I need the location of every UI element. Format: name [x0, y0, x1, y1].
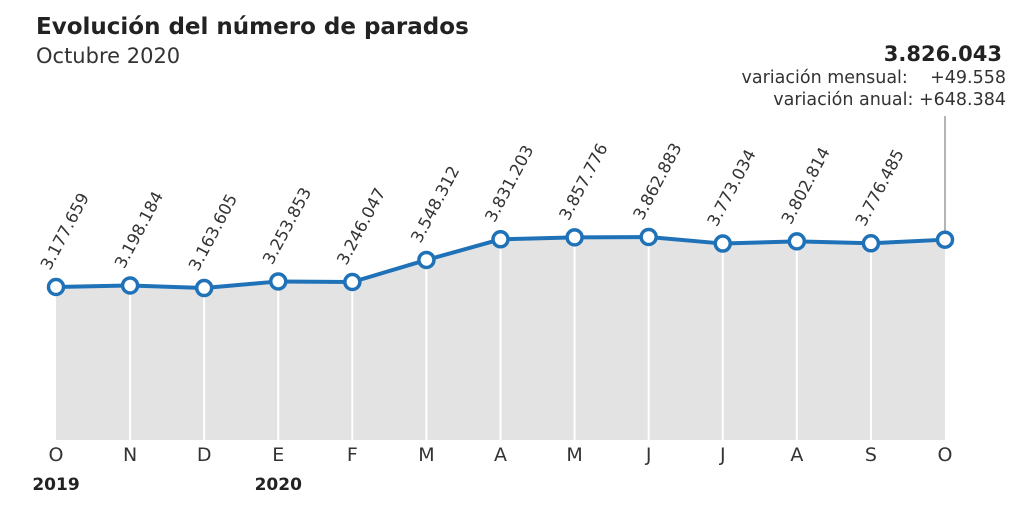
- x-tick-label: E: [272, 444, 284, 466]
- monthly-variation-value: +49.558: [930, 68, 1006, 88]
- data-point: [46, 277, 66, 297]
- x-tick-label: F: [347, 444, 358, 466]
- data-point: [269, 272, 288, 291]
- x-tick-label: O: [938, 444, 953, 466]
- x-tick-label: O: [49, 444, 64, 466]
- annual-variation: variación anual: +648.384: [773, 90, 1006, 110]
- x-tick-label: A: [494, 444, 507, 466]
- data-label: 3.773.034: [704, 146, 760, 229]
- data-point: [713, 234, 732, 253]
- x-tick-label: J: [645, 444, 652, 466]
- year-label: 2020: [255, 475, 302, 495]
- annual-variation-value: +648.384: [918, 90, 1006, 110]
- data-point: [565, 228, 584, 247]
- chart-subtitle: Octubre 2020: [36, 44, 181, 68]
- monthly-variation-label: variación mensual:: [741, 68, 908, 88]
- year-label: 2019: [32, 475, 79, 495]
- data-point: [861, 234, 881, 253]
- data-point: [343, 272, 362, 292]
- monthly-variation: variación mensual: +49.558: [742, 68, 1006, 88]
- x-tick-label: N: [123, 444, 137, 466]
- data-label: 3.862.883: [629, 140, 685, 223]
- data-point: [787, 232, 807, 251]
- data-label: 3.776.485: [852, 146, 908, 229]
- data-label: 3.253.853: [259, 184, 315, 267]
- data-label: 3.198.184: [111, 188, 167, 271]
- x-tick-label: S: [865, 444, 877, 466]
- annual-variation-label: variación anual:: [773, 90, 914, 110]
- data-label: 3.831.203: [481, 142, 537, 225]
- data-label: 3.177.659: [37, 190, 93, 273]
- data-point: [935, 230, 955, 249]
- data-point: [120, 276, 140, 295]
- data-point: [491, 230, 510, 249]
- x-tick-label: A: [790, 444, 803, 466]
- data-label: 3.857.776: [555, 140, 611, 223]
- data-label: 3.802.814: [778, 144, 834, 227]
- data-label: 3.163.605: [185, 191, 241, 274]
- data-point: [417, 250, 436, 270]
- x-tick-label: J: [719, 444, 726, 466]
- x-tick-label: M: [418, 444, 434, 466]
- data-point: [639, 227, 658, 247]
- data-point: [194, 278, 214, 298]
- chart-title: Evolución del número de parados: [36, 14, 469, 40]
- latest-value: 3.826.043: [883, 42, 1002, 66]
- x-tick-label: D: [197, 444, 212, 466]
- data-label: 3.246.047: [333, 185, 389, 268]
- data-label: 3.548.312: [407, 163, 463, 246]
- x-tick-label: M: [566, 444, 582, 466]
